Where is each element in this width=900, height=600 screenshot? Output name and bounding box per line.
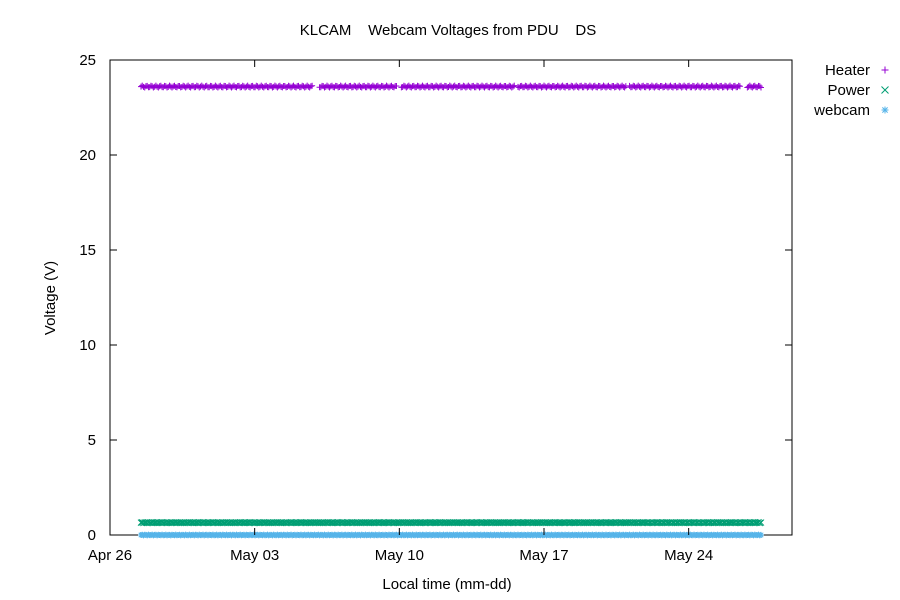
series-power-points — [137, 518, 765, 527]
x-tick-label: May 24 — [664, 547, 713, 564]
legend-marker-power — [881, 86, 889, 94]
legend-label-webcam: webcam — [813, 102, 870, 119]
y-tick-label: 0 — [88, 527, 96, 544]
y-tick-label: 10 — [79, 337, 96, 354]
series-heater — [138, 82, 764, 91]
x-tick-label: Apr 26 — [88, 547, 132, 564]
plot-area-border — [109, 59, 793, 536]
series-webcam-points — [138, 531, 764, 539]
y-axis-label: Voltage (V) — [42, 261, 59, 335]
chart-title: KLCAM Webcam Voltages from PDU DS — [300, 22, 596, 39]
series-webcam — [138, 531, 764, 539]
x-tick-label: May 17 — [519, 547, 568, 564]
y-tick-label: 15 — [79, 242, 96, 259]
data-layer — [137, 82, 765, 539]
series-heater-points — [138, 82, 764, 91]
y-tick-label: 25 — [79, 52, 96, 69]
legend-label-heater: Heater — [825, 62, 870, 79]
series-power — [137, 518, 765, 527]
legend-marker-webcam — [881, 106, 889, 114]
x-tick-label: May 10 — [375, 547, 424, 564]
legend: Heater Power webcam — [813, 62, 889, 119]
legend-marker-heater — [881, 66, 889, 74]
legend-label-power: Power — [827, 82, 870, 99]
x-axis-label: Local time (mm-dd) — [382, 576, 511, 593]
y-tick-label: 5 — [88, 432, 96, 449]
x-tick-label: May 03 — [230, 547, 279, 564]
y-tick-label: 20 — [79, 147, 96, 164]
y-axis: 0 5 10 15 20 25 — [79, 52, 792, 544]
x-axis: Apr 26 May 03 May 10 May 17 May 24 — [88, 60, 713, 564]
